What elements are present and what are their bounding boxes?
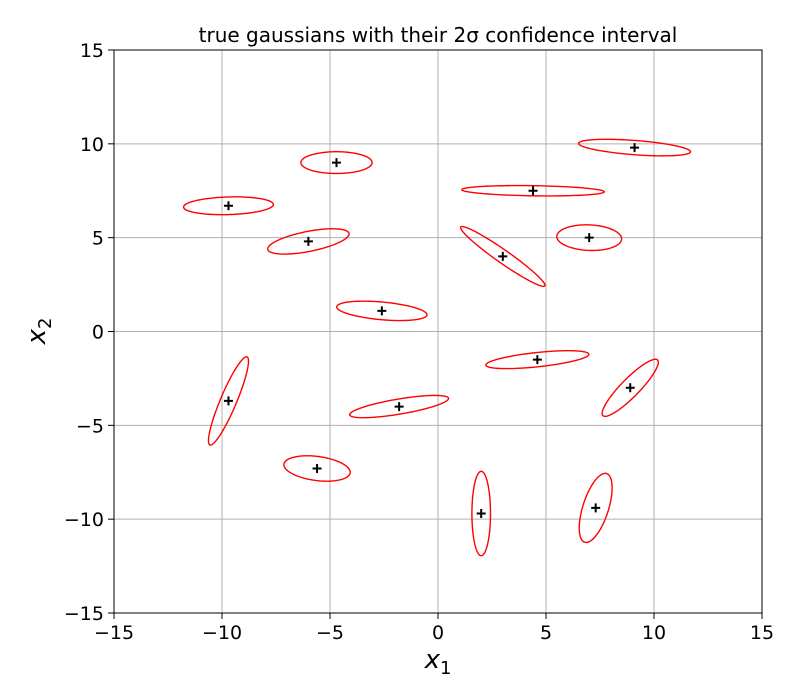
confidence-ellipse [283, 455, 351, 482]
mean-marker [630, 143, 640, 153]
confidence-ellipse [207, 356, 250, 446]
confidence-ellipse [485, 349, 590, 370]
x-tick-label: −5 [316, 622, 344, 644]
mean-marker [498, 251, 508, 261]
x-tick-label: 15 [750, 622, 774, 644]
y-tick-label: 5 [92, 228, 104, 250]
y-tick-label: 0 [92, 322, 104, 344]
x-axis-label-base: x [424, 645, 441, 675]
confidence-ellipse [578, 472, 613, 544]
confidence-ellipse [266, 228, 350, 255]
x-axis-label-subscript: 1 [440, 658, 451, 679]
x-tick-label: 5 [540, 622, 552, 644]
mean-marker [584, 233, 594, 243]
tick-labels: −15 −10 −5 0 5 10 15 −15 −10 −5 0 5 10 15 [64, 40, 774, 644]
axis-ticks [108, 49, 763, 619]
mean-marker [377, 306, 387, 316]
y-tick-label: 15 [80, 40, 104, 62]
mean-marker [532, 355, 542, 365]
y-axis-label: x2 [22, 318, 56, 346]
confidence-ellipse [461, 184, 606, 197]
y-tick-label: 10 [80, 134, 104, 156]
x-tick-label: −15 [94, 622, 134, 644]
confidence-ellipses [182, 138, 692, 557]
mean-marker [312, 463, 322, 473]
confidence-ellipse [182, 196, 275, 216]
confidence-ellipse [300, 151, 373, 175]
mean-marker [591, 503, 601, 513]
x-tick-label: −10 [202, 622, 242, 644]
confidence-ellipse [556, 224, 623, 252]
mean-marker [223, 396, 233, 406]
mean-marker [394, 402, 404, 412]
mean-marker [528, 186, 538, 196]
y-axis-label-base: x [22, 328, 52, 345]
x-tick-label: 10 [642, 622, 666, 644]
mean-marker [303, 236, 313, 246]
confidence-ellipse [577, 138, 692, 157]
mean-marker [476, 509, 486, 519]
x-axis-label: x1 [424, 645, 452, 679]
x-tick-label: 0 [432, 622, 444, 644]
confidence-ellipse [348, 394, 450, 419]
mean-markers [223, 143, 640, 519]
mean-marker [223, 201, 233, 211]
confidence-ellipse [471, 470, 492, 557]
y-tick-label: −5 [76, 415, 104, 437]
confidence-ellipse [336, 300, 428, 322]
y-tick-label: −10 [64, 509, 104, 531]
chart-title: true gaussians with their 2σ confidence … [199, 23, 678, 47]
confidence-ellipse [459, 225, 546, 288]
y-tick-label: −15 [64, 603, 104, 625]
mean-marker [331, 158, 341, 168]
confidence-ellipse [601, 358, 660, 418]
y-axis-label-subscript: 2 [35, 318, 56, 329]
mean-marker [625, 383, 635, 393]
